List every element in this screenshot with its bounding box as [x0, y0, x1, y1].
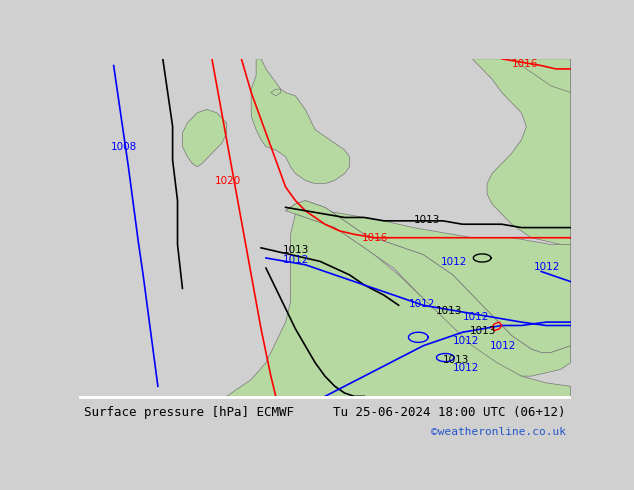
- Text: 1016: 1016: [512, 59, 538, 69]
- Text: ©weatheronline.co.uk: ©weatheronline.co.uk: [430, 427, 566, 437]
- Text: 1013: 1013: [283, 245, 309, 255]
- Text: 1013: 1013: [436, 306, 462, 316]
- Polygon shape: [183, 109, 227, 167]
- Text: 1012: 1012: [283, 255, 309, 265]
- Text: 1008: 1008: [111, 142, 138, 152]
- Polygon shape: [285, 200, 571, 376]
- Polygon shape: [271, 89, 281, 96]
- Polygon shape: [285, 200, 571, 352]
- Text: 1012: 1012: [441, 257, 467, 267]
- Polygon shape: [512, 59, 571, 93]
- Text: 1012: 1012: [463, 313, 489, 322]
- Text: 1012: 1012: [453, 336, 479, 346]
- Polygon shape: [472, 59, 571, 245]
- Text: 1016: 1016: [362, 233, 388, 243]
- Text: Tu 25-06-2024 18:00 UTC (06+12): Tu 25-06-2024 18:00 UTC (06+12): [333, 406, 566, 419]
- Text: 1020: 1020: [214, 176, 241, 186]
- Text: 1013: 1013: [413, 215, 440, 224]
- Text: 1013: 1013: [470, 326, 496, 336]
- Text: Surface pressure [hPa] ECMWF: Surface pressure [hPa] ECMWF: [84, 406, 294, 419]
- Polygon shape: [251, 59, 349, 184]
- Text: 1012: 1012: [408, 299, 435, 309]
- Text: 1012: 1012: [489, 341, 516, 351]
- Text: 1012: 1012: [534, 262, 560, 272]
- Text: 1012: 1012: [453, 363, 479, 373]
- Text: 1013: 1013: [443, 355, 469, 365]
- Polygon shape: [227, 214, 571, 396]
